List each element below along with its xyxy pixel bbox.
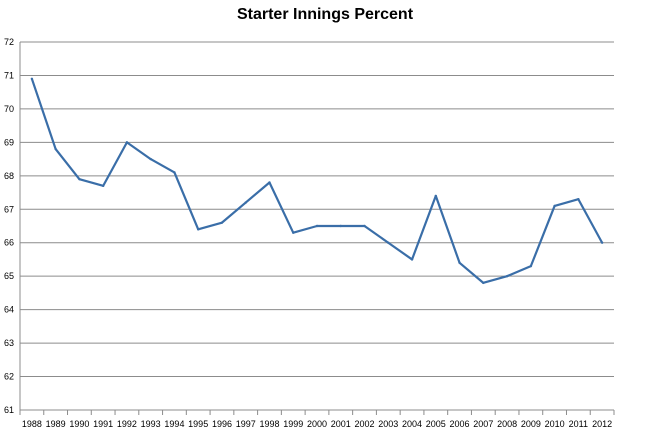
y-tick-label: 68 xyxy=(4,171,14,181)
y-tick-label: 64 xyxy=(4,305,14,315)
data-point xyxy=(363,224,366,228)
data-point xyxy=(410,258,414,261)
x-tick-label: 1996 xyxy=(212,419,232,429)
data-point xyxy=(482,281,485,285)
x-tick-label: 2006 xyxy=(450,419,470,429)
x-tick-label: 2007 xyxy=(473,419,493,429)
data-point xyxy=(30,77,34,81)
data-point xyxy=(553,204,556,208)
x-tick-label: 2012 xyxy=(592,419,612,429)
y-tick-label: 70 xyxy=(4,104,14,114)
data-point xyxy=(315,224,319,228)
chart-title: Starter Innings Percent xyxy=(236,6,414,23)
data-point xyxy=(101,184,105,188)
x-tick-label: 2004 xyxy=(402,419,422,429)
x-tick-label: 2003 xyxy=(378,419,398,429)
data-point xyxy=(220,221,224,224)
x-tick-label: 1993 xyxy=(141,419,161,429)
x-tick-label: 1988 xyxy=(22,419,42,429)
y-tick-label: 69 xyxy=(4,137,14,147)
x-tick-label: 1989 xyxy=(46,419,66,429)
x-tick-label: 1998 xyxy=(259,419,279,429)
series-line xyxy=(30,78,604,284)
y-tick-label: 61 xyxy=(4,405,14,415)
x-tick-label: 1994 xyxy=(164,419,184,429)
data-point xyxy=(577,198,580,201)
data-point xyxy=(197,228,200,231)
y-tick-label: 72 xyxy=(4,37,14,47)
y-tick-label: 65 xyxy=(4,271,14,281)
data-point xyxy=(244,201,247,204)
x-tick-label: 2002 xyxy=(355,419,375,429)
data-point xyxy=(529,264,533,268)
data-point xyxy=(54,147,57,151)
x-tick-label: 2005 xyxy=(426,419,446,429)
data-point xyxy=(125,141,129,144)
y-tick-label: 67 xyxy=(4,204,14,214)
x-tick-label: 2011 xyxy=(569,419,588,429)
x-tick-label: 2001 xyxy=(331,419,351,429)
y-tick-label: 62 xyxy=(4,372,14,382)
x-tick-label: 2000 xyxy=(307,419,327,429)
data-point xyxy=(387,241,390,244)
data-point xyxy=(600,241,604,244)
x-tick-label: 1990 xyxy=(69,419,89,429)
data-point xyxy=(173,171,176,174)
data-point xyxy=(78,177,81,181)
x-tick-label: 2010 xyxy=(545,419,565,429)
y-tick-label: 71 xyxy=(4,70,14,80)
data-point xyxy=(458,261,461,264)
data-point xyxy=(339,224,342,228)
y-tick-label: 63 xyxy=(4,338,14,348)
data-point xyxy=(292,231,295,234)
y-tick-label: 66 xyxy=(4,238,14,248)
data-point xyxy=(149,157,152,161)
x-tick-label: 1992 xyxy=(117,419,137,429)
x-tick-label: 1995 xyxy=(188,419,208,429)
data-point xyxy=(268,181,271,184)
x-tick-label: 2008 xyxy=(497,419,517,429)
x-tick-label: 1999 xyxy=(283,419,303,429)
data-point xyxy=(505,274,509,278)
x-tick-label: 2009 xyxy=(521,419,541,429)
x-tick-label: 1997 xyxy=(236,419,256,429)
data-point xyxy=(434,194,437,198)
x-tick-label: 1991 xyxy=(93,419,113,429)
